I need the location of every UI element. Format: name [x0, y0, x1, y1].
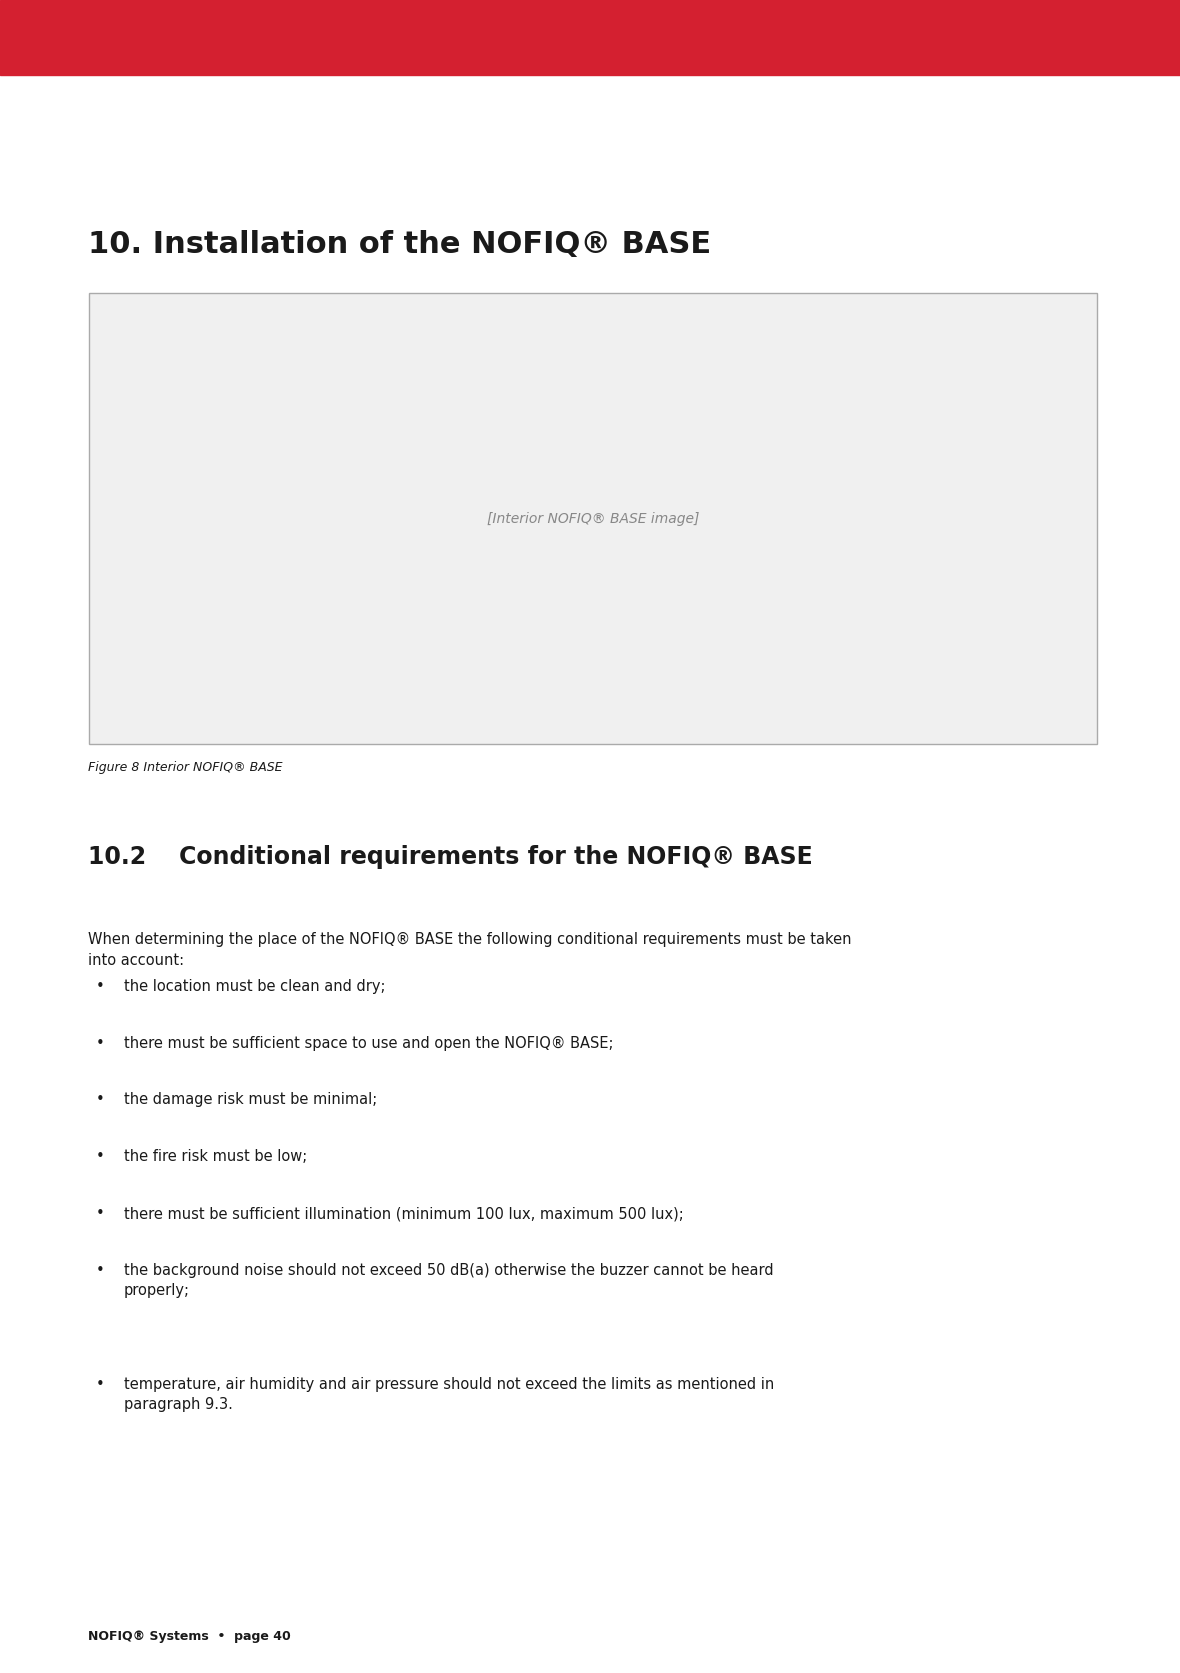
Text: •: •	[96, 979, 105, 994]
Text: •: •	[96, 1206, 105, 1221]
Text: the damage risk must be minimal;: the damage risk must be minimal;	[124, 1092, 378, 1108]
Text: NOFIQ® Systems  •  page 40: NOFIQ® Systems • page 40	[88, 1630, 291, 1643]
Text: •: •	[96, 1377, 105, 1392]
Text: 10. Installation of the NOFIQ® BASE: 10. Installation of the NOFIQ® BASE	[88, 231, 712, 259]
Text: •: •	[96, 1263, 105, 1278]
FancyBboxPatch shape	[88, 293, 1097, 744]
Text: When determining the place of the NOFIQ® BASE the following conditional requirem: When determining the place of the NOFIQ®…	[88, 932, 852, 969]
Bar	[0, 0, 1180, 75]
Text: •: •	[96, 1092, 105, 1108]
Text: •: •	[96, 1036, 105, 1051]
Text: [Interior NOFIQ® BASE image]: [Interior NOFIQ® BASE image]	[487, 512, 699, 525]
Text: temperature, air humidity and air pressure should not exceed the limits as menti: temperature, air humidity and air pressu…	[124, 1377, 774, 1412]
Text: there must be sufficient space to use and open the NOFIQ® BASE;: there must be sufficient space to use an…	[124, 1036, 614, 1051]
Text: the location must be clean and dry;: the location must be clean and dry;	[124, 979, 386, 994]
Text: 10.2    Conditional requirements for the NOFIQ® BASE: 10.2 Conditional requirements for the NO…	[88, 845, 813, 868]
Text: the background noise should not exceed 50 dB(a) otherwise the buzzer cannot be h: the background noise should not exceed 5…	[124, 1263, 774, 1298]
Text: •: •	[96, 1149, 105, 1164]
Text: there must be sufficient illumination (minimum 100 lux, maximum 500 lux);: there must be sufficient illumination (m…	[124, 1206, 683, 1221]
Text: the fire risk must be low;: the fire risk must be low;	[124, 1149, 307, 1164]
Text: Figure 8 Interior NOFIQ® BASE: Figure 8 Interior NOFIQ® BASE	[88, 761, 283, 775]
